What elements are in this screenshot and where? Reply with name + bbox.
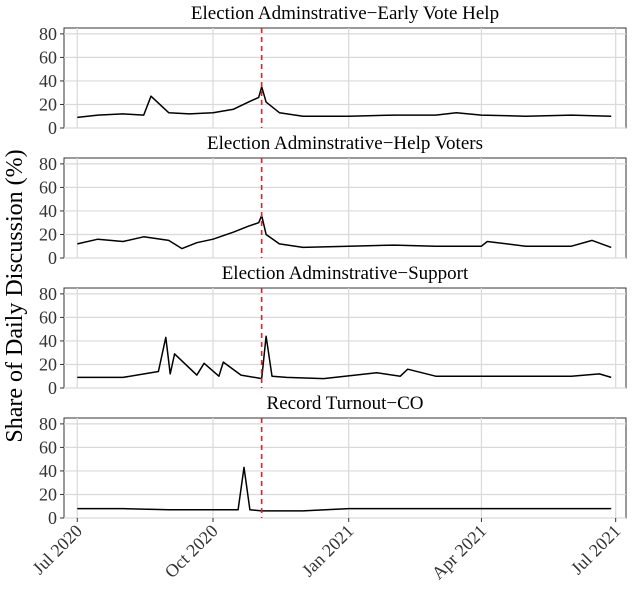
y-tick-label: 60 <box>39 307 57 327</box>
y-tick-label: 0 <box>48 118 57 138</box>
panel-title: Election Adminstrative−Early Vote Help <box>191 3 499 24</box>
y-tick-label: 40 <box>39 331 57 351</box>
x-tick-label: Jul 2020 <box>28 521 86 579</box>
y-tick-label: 60 <box>39 437 57 457</box>
panel-frame <box>63 157 627 259</box>
y-tick-label: 80 <box>39 154 57 174</box>
y-axis-label: Share of Daily Discussion (%) <box>2 149 28 442</box>
y-tick-label: 40 <box>39 201 57 221</box>
panel-frame <box>63 27 627 129</box>
panel-1: Election Adminstrative−Early Vote Help 0 2… <box>39 3 627 138</box>
panel-title: Record Turnout−CO <box>267 393 424 414</box>
y-tick-label: 0 <box>48 248 57 268</box>
panel-title: Election Adminstrative−Help Voters <box>207 133 483 154</box>
x-tick-label: Jan 2021 <box>298 521 358 581</box>
panel-2: Election Adminstrative−Help Voters 0 20 40 6… <box>39 133 627 268</box>
y-tick-label: 20 <box>39 354 57 374</box>
panel-frame <box>63 417 627 519</box>
series-line <box>77 335 612 380</box>
x-tick-label: Jul 2021 <box>567 521 625 579</box>
y-tick-label: 60 <box>39 177 57 197</box>
series-line <box>77 466 612 512</box>
y-tick-label: 0 <box>48 378 57 398</box>
y-tick-label: 20 <box>39 484 57 504</box>
y-tick-label: 80 <box>39 414 57 434</box>
panel-title: Election Adminstrative−Support <box>222 263 469 284</box>
y-tick-label: 40 <box>39 461 57 481</box>
y-tick-label: 60 <box>39 47 57 67</box>
y-tick-label: 20 <box>39 94 57 114</box>
x-tick-label: Oct 2020 <box>161 521 222 582</box>
y-tick-label: 20 <box>39 224 57 244</box>
series-line <box>77 214 612 250</box>
y-tick-label: 0 <box>48 508 57 528</box>
panel-3: Election Adminstrative−Support 0 20 40 60 80 <box>39 263 627 398</box>
y-tick-label: 80 <box>39 24 57 44</box>
x-tick-label: Apr 2021 <box>428 521 491 584</box>
y-tick-label: 80 <box>39 284 57 304</box>
panel-4: Record Turnout−CO 0 20 40 60 80 <box>39 393 627 528</box>
y-tick-label: 40 <box>39 71 57 91</box>
